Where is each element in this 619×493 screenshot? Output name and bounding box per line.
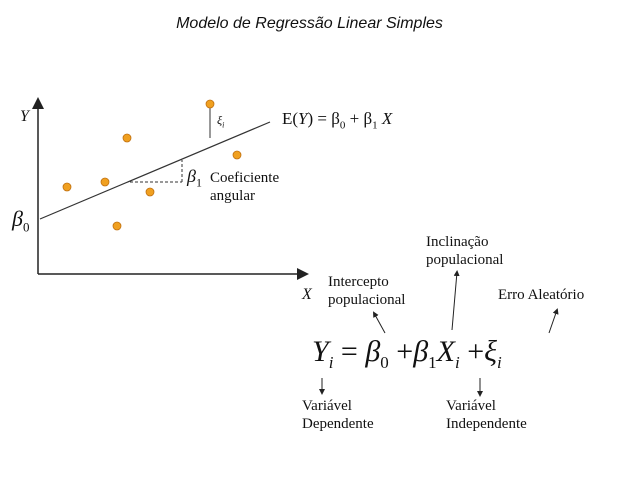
error-annotation: Erro Aleatório bbox=[498, 287, 585, 303]
beta0-label: β0 bbox=[12, 206, 30, 235]
slope-description: Coeficiente angular bbox=[210, 170, 280, 204]
regression-line-label: E(Y) = β0 + β1 X bbox=[282, 109, 393, 132]
intercept-arrow bbox=[373, 311, 386, 334]
diagram-title: Modelo de Regressão Linear Simples bbox=[176, 15, 443, 32]
regression-equation: Yi = β0 +β1Xi +ξi bbox=[312, 335, 502, 372]
data-point bbox=[205, 99, 215, 109]
data-point bbox=[100, 177, 110, 187]
error-arrow bbox=[548, 308, 559, 334]
beta1-label: β1 bbox=[187, 166, 202, 190]
data-point bbox=[122, 133, 132, 143]
y-axis-label: Y bbox=[20, 108, 29, 125]
data-point bbox=[62, 182, 72, 192]
data-point bbox=[112, 221, 122, 231]
data-point bbox=[232, 150, 242, 160]
x-axis-label: X bbox=[302, 286, 312, 303]
independent-annotation: Variável Independente bbox=[446, 398, 527, 432]
slope-arrow bbox=[451, 270, 460, 331]
error-symbol: ξi bbox=[217, 113, 225, 130]
dependent-annotation: Variável Dependente bbox=[302, 398, 374, 432]
intercept-annotation: Intercepto populacional bbox=[328, 274, 406, 308]
data-point bbox=[145, 187, 155, 197]
regression-line bbox=[39, 121, 271, 220]
slope-annotation: Inclinação populacional bbox=[426, 234, 504, 268]
